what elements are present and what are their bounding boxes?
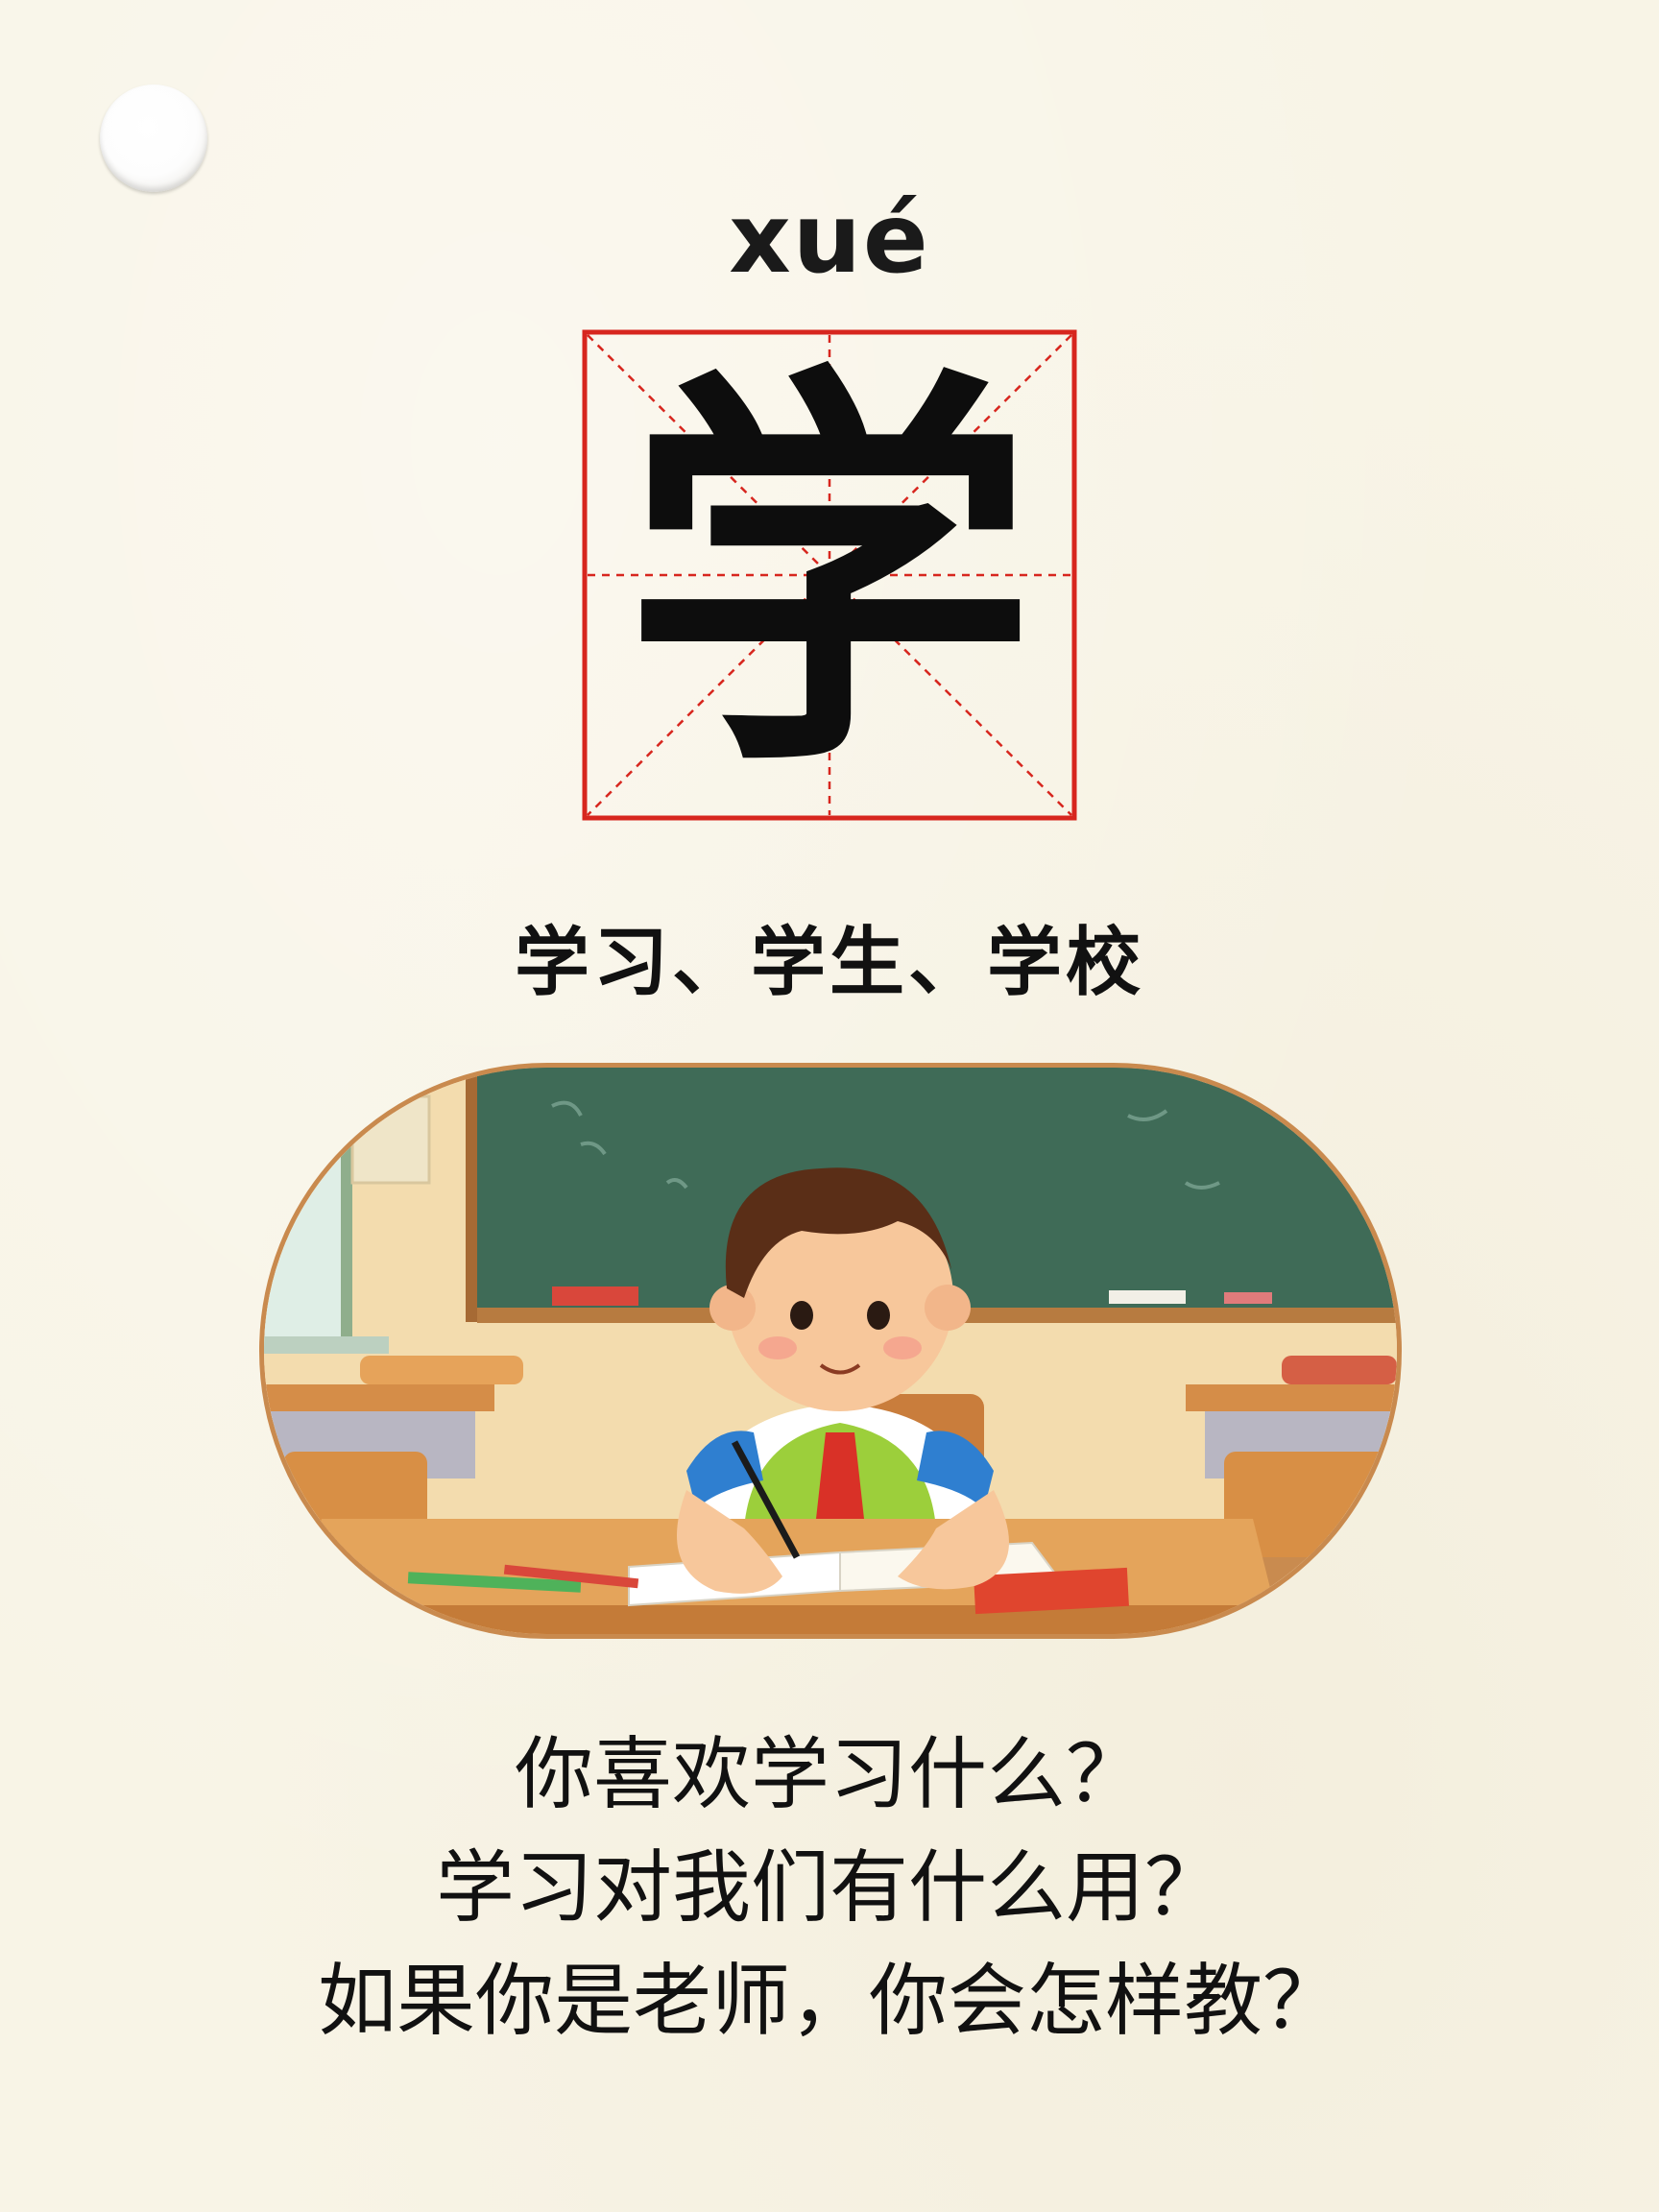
main-character: 学 [623,332,1036,817]
punch-hole-icon [100,84,207,192]
question-3: 如果你是老师，你会怎样教？ [317,1956,1341,2047]
pinyin-label: xué [729,182,930,295]
example-words: 学习、学生、学校 [514,920,1144,1006]
tianzige-grid: 学 [582,329,1077,821]
discussion-questions: 你喜欢学习什么？ 学习对我们有什么用？ 如果你是老师，你会怎样教？ [0,1719,1659,2058]
question-1: 你喜欢学习什么？ [514,1729,1144,1820]
classroom-illustration-icon [259,1063,1402,1639]
question-2: 学习对我们有什么用？ [435,1842,1223,1934]
grid-lines-icon [582,329,1077,821]
